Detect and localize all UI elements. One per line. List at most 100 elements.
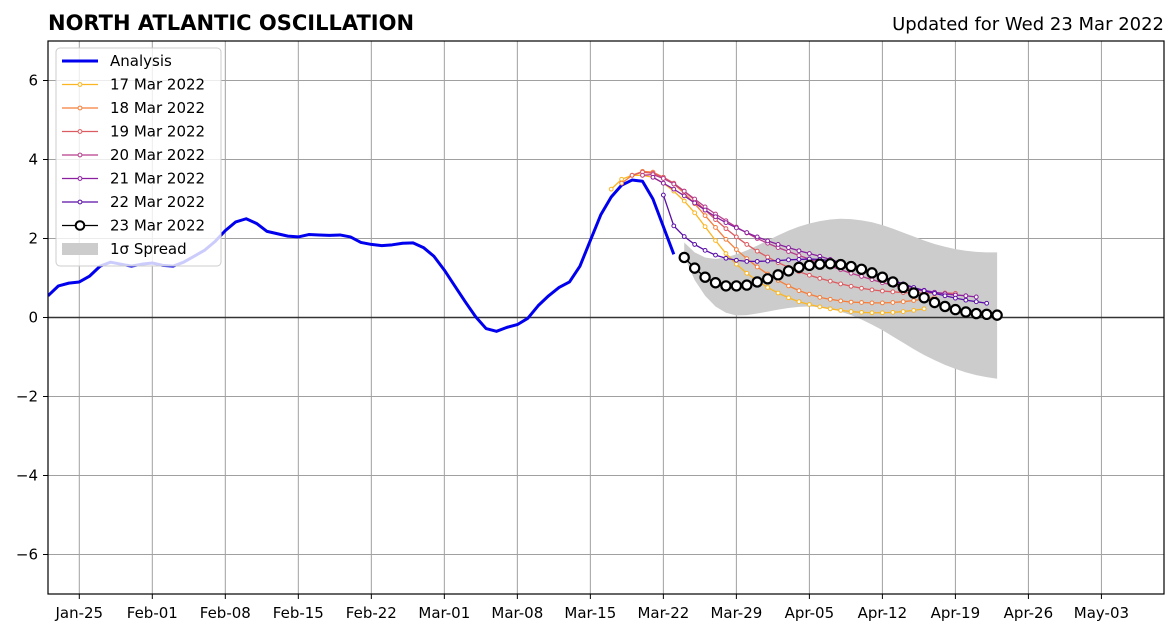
legend-entry-22-mar-2022: 22 Mar 2022 bbox=[62, 193, 205, 211]
data-point bbox=[838, 281, 844, 287]
data-point bbox=[681, 188, 687, 194]
data-point bbox=[744, 259, 750, 264]
x-tick-label: May-03 bbox=[1074, 604, 1129, 622]
y-tick-label: 4 bbox=[28, 151, 38, 169]
data-point bbox=[765, 238, 771, 244]
data-point bbox=[932, 291, 937, 296]
data-point bbox=[702, 224, 708, 230]
data-point bbox=[741, 279, 753, 291]
legend-label: 21 Mar 2022 bbox=[110, 170, 205, 188]
data-point bbox=[619, 176, 625, 182]
data-point bbox=[733, 234, 739, 240]
data-point bbox=[824, 258, 836, 270]
legend-label: Analysis bbox=[110, 52, 172, 70]
legend-label: 20 Mar 2022 bbox=[110, 146, 205, 164]
data-point bbox=[890, 309, 896, 315]
data-point bbox=[754, 234, 760, 240]
data-point bbox=[827, 306, 833, 312]
x-tick-label: Feb-15 bbox=[273, 604, 324, 622]
data-point bbox=[939, 300, 951, 313]
data-point bbox=[723, 220, 729, 226]
data-point bbox=[786, 245, 791, 250]
legend-label: 19 Mar 2022 bbox=[110, 123, 205, 141]
data-point bbox=[879, 288, 885, 294]
data-point bbox=[751, 276, 763, 288]
data-point bbox=[723, 251, 729, 256]
data-point bbox=[848, 283, 854, 289]
data-point bbox=[660, 180, 666, 186]
data-point bbox=[730, 280, 743, 292]
data-point bbox=[900, 299, 906, 305]
data-point bbox=[859, 285, 864, 291]
data-point bbox=[942, 293, 948, 299]
data-point bbox=[848, 299, 854, 305]
data-point bbox=[671, 223, 677, 229]
data-point bbox=[723, 236, 729, 242]
data-point bbox=[806, 251, 812, 256]
data-point bbox=[786, 249, 791, 254]
data-point bbox=[692, 200, 698, 206]
data-point bbox=[723, 226, 729, 232]
data-point bbox=[911, 298, 917, 303]
legend-entry-20-mar-2022: 20 Mar 2022 bbox=[62, 146, 205, 164]
data-point bbox=[876, 271, 889, 283]
legend-marker bbox=[77, 105, 83, 111]
data-point bbox=[692, 242, 698, 247]
legend-label: 17 Mar 2022 bbox=[110, 76, 205, 94]
legend-entry-1σ-spread: 1σ Spread bbox=[62, 240, 187, 258]
data-point bbox=[980, 308, 993, 321]
data-point bbox=[754, 264, 760, 270]
data-point bbox=[786, 283, 791, 289]
data-point bbox=[702, 247, 708, 253]
data-point bbox=[796, 253, 802, 258]
legend-entry-23-mar-2022: 23 Mar 2022 bbox=[62, 217, 205, 235]
legend-box bbox=[55, 47, 222, 267]
legend-label: 18 Mar 2022 bbox=[110, 99, 205, 117]
data-point bbox=[681, 234, 687, 239]
data-point bbox=[713, 252, 718, 258]
chart-subtitle: Updated for Wed 23 Mar 2022 bbox=[892, 14, 1164, 35]
legend-label: 22 Mar 2022 bbox=[110, 193, 205, 211]
data-point bbox=[608, 186, 614, 192]
x-tick-label: Mar-22 bbox=[637, 604, 689, 622]
data-point bbox=[640, 172, 645, 178]
data-point bbox=[879, 310, 885, 316]
data-point bbox=[866, 267, 878, 279]
data-point bbox=[900, 309, 906, 314]
data-point bbox=[796, 299, 802, 305]
data-point bbox=[754, 259, 760, 264]
data-point bbox=[671, 186, 677, 192]
data-point bbox=[796, 248, 802, 254]
data-point bbox=[921, 288, 927, 294]
data-point bbox=[765, 258, 771, 264]
data-point bbox=[879, 300, 885, 306]
data-point bbox=[890, 300, 896, 305]
data-point bbox=[806, 291, 812, 297]
data-point bbox=[806, 272, 812, 278]
x-tick-label: Mar-08 bbox=[491, 604, 543, 622]
legend-entry-18-mar-2022: 18 Mar 2022 bbox=[62, 99, 205, 117]
data-point bbox=[963, 297, 969, 303]
x-tick-label: Jan-25 bbox=[54, 604, 103, 622]
data-point bbox=[859, 300, 864, 305]
data-point bbox=[838, 298, 844, 304]
data-point bbox=[817, 304, 823, 310]
data-point bbox=[859, 309, 864, 315]
data-point bbox=[803, 259, 816, 272]
data-point bbox=[838, 307, 844, 313]
y-tick-label: 0 bbox=[28, 309, 38, 327]
data-point bbox=[786, 295, 791, 301]
data-point bbox=[713, 214, 718, 220]
data-point bbox=[761, 273, 774, 285]
data-point bbox=[775, 242, 781, 247]
data-point bbox=[991, 309, 1003, 321]
data-point bbox=[713, 238, 718, 243]
data-point bbox=[984, 300, 990, 306]
data-point bbox=[793, 261, 805, 274]
x-tick-label: Mar-01 bbox=[418, 604, 470, 622]
legend-swatch bbox=[62, 243, 98, 255]
legend-marker bbox=[74, 220, 86, 231]
data-point bbox=[869, 287, 875, 293]
data-point bbox=[720, 280, 732, 292]
